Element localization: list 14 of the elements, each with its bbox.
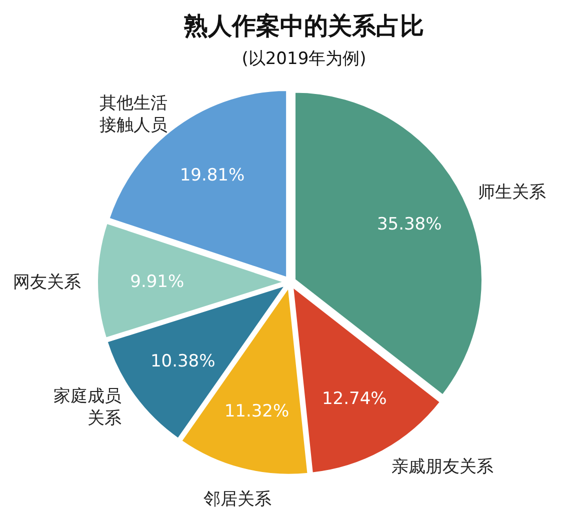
slice-label: 邻居关系: [204, 489, 272, 510]
data-label: 11.32%: [224, 402, 290, 422]
slice-label: 网友关系: [13, 272, 82, 292]
slice-label: 其他生活接触人员: [100, 94, 168, 136]
chart-title: 熟人作案中的关系占比: [183, 12, 424, 40]
slice-label: 家庭成员关系: [53, 386, 122, 429]
data-label: 10.38%: [150, 352, 216, 372]
chart-subtitle: (以2019年为例): [242, 49, 366, 69]
data-label: 9.91%: [130, 272, 184, 292]
data-label: 19.81%: [180, 165, 245, 186]
slice-label: 师生关系: [478, 182, 546, 202]
data-label: 35.38%: [376, 214, 442, 235]
data-label: 12.74%: [322, 389, 387, 410]
slice-label: 亲戚朋友关系: [391, 456, 494, 477]
